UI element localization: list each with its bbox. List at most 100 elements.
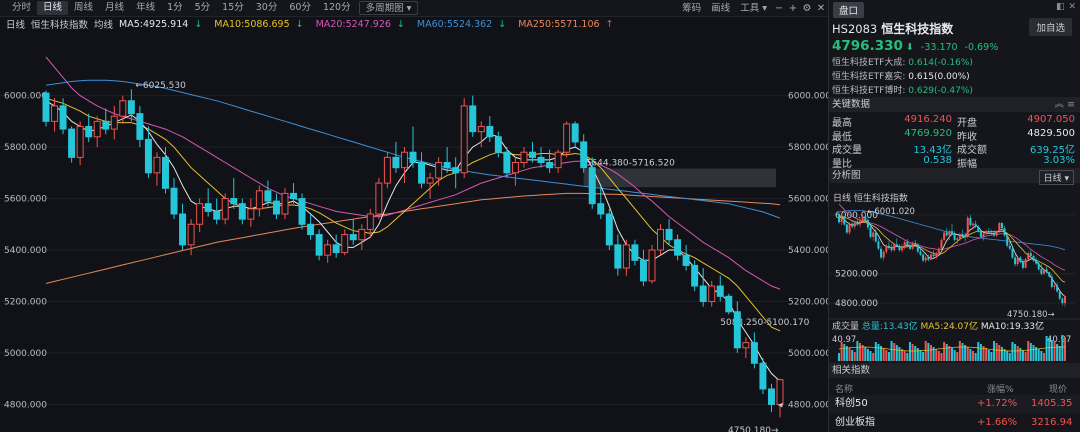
candle[interactable] [42, 90, 50, 127]
candle[interactable] [486, 116, 494, 142]
tab-period-9[interactable]: 60分 [289, 2, 311, 13]
candle[interactable] [511, 157, 519, 186]
candle[interactable] [272, 193, 280, 220]
candle[interactable] [614, 234, 622, 276]
candle[interactable] [469, 95, 477, 137]
candle[interactable] [631, 239, 639, 266]
candle[interactable] [460, 98, 468, 178]
candle[interactable] [119, 95, 127, 124]
candle[interactable] [639, 250, 647, 287]
tab-period-6[interactable]: 5分 [194, 2, 211, 13]
tab-period-1[interactable]: 日线 [37, 1, 69, 15]
candle[interactable] [580, 134, 588, 173]
candle[interactable] [144, 126, 152, 178]
candle[interactable] [554, 149, 562, 173]
candle[interactable] [759, 358, 767, 395]
close-icon[interactable]: ✕ [816, 3, 826, 14]
candle[interactable] [699, 268, 707, 307]
add-watchlist-button[interactable]: 加自选 [1029, 18, 1072, 36]
candle[interactable] [657, 224, 664, 256]
pin-icon[interactable]: ◧ [1055, 2, 1065, 12]
plus-icon[interactable]: + [788, 3, 798, 14]
candle[interactable] [563, 121, 571, 158]
candle[interactable] [622, 239, 630, 276]
collapse-icon[interactable]: ︽ ≡ [1054, 99, 1075, 110]
candle[interactable] [605, 208, 613, 251]
candle[interactable] [102, 108, 110, 135]
candle[interactable] [68, 126, 76, 163]
candle[interactable] [247, 198, 255, 227]
candle[interactable] [349, 219, 357, 245]
candle[interactable] [290, 183, 297, 204]
candle[interactable] [597, 185, 605, 220]
candle[interactable] [179, 203, 187, 251]
etf-row[interactable]: 恒生科技ETF大成: 0.614(-0.16%) [832, 55, 973, 68]
candle[interactable] [85, 113, 93, 142]
candle[interactable] [571, 121, 579, 148]
related-row[interactable]: 科创50 +1.72% 1405.35 [829, 395, 1080, 413]
candle[interactable] [537, 147, 545, 168]
candle[interactable] [708, 280, 716, 307]
candle[interactable] [443, 147, 451, 173]
etf-row[interactable]: 恒生科技ETF嘉实: 0.615(0.00%) [832, 69, 970, 82]
candle[interactable] [477, 121, 485, 148]
candle[interactable] [452, 157, 460, 189]
candle[interactable] [588, 157, 596, 209]
candle[interactable] [221, 193, 229, 225]
candle[interactable] [213, 198, 221, 225]
ma-mode[interactable]: 均线 [94, 20, 114, 31]
tab-order-book[interactable]: 盘口 [833, 2, 865, 18]
candle[interactable] [648, 244, 656, 284]
tab-period-2[interactable]: 周线 [74, 2, 94, 13]
candle[interactable] [392, 141, 400, 173]
tab-period-10[interactable]: 120分 [322, 2, 351, 13]
candle[interactable] [674, 234, 682, 261]
mini-chart[interactable]: 日线 恒生科技指数 6000.000 5200.000 4800.000 ←6001.0… [829, 186, 1080, 376]
candle[interactable] [264, 180, 272, 207]
candle[interactable] [315, 229, 323, 261]
candle[interactable] [520, 147, 528, 168]
candle[interactable] [750, 332, 758, 369]
candle[interactable] [298, 193, 306, 230]
candle[interactable] [426, 172, 434, 199]
candle[interactable] [665, 219, 673, 245]
candle[interactable] [51, 98, 59, 132]
candle[interactable] [682, 244, 690, 271]
candle[interactable] [324, 239, 332, 263]
candle[interactable] [494, 131, 502, 158]
settings-icon[interactable]: ⚙ [802, 3, 812, 14]
candle[interactable] [691, 260, 699, 292]
chips-button[interactable]: 筹码 [682, 2, 702, 14]
candle[interactable] [204, 188, 212, 217]
draw-line-button[interactable]: 画线 [711, 2, 731, 14]
candle[interactable] [503, 147, 511, 178]
candle[interactable] [366, 208, 374, 238]
candle[interactable] [383, 152, 391, 189]
candle[interactable] [136, 105, 144, 148]
candle[interactable] [742, 337, 750, 359]
candle[interactable] [255, 185, 263, 217]
minus-icon[interactable]: − [774, 3, 784, 14]
candle[interactable] [110, 105, 118, 140]
tab-period-0[interactable]: 分时 [12, 2, 32, 13]
candle[interactable] [546, 149, 554, 173]
period-select[interactable]: 日线 ▾ [1038, 170, 1074, 185]
candle[interactable] [716, 275, 724, 302]
candle[interactable] [435, 157, 443, 186]
close-panel-icon[interactable]: ✕ [1068, 2, 1076, 12]
candle[interactable] [170, 177, 178, 220]
candle[interactable] [76, 121, 84, 166]
tab-period-3[interactable]: 月线 [105, 2, 125, 13]
candle[interactable] [187, 219, 195, 256]
candle[interactable] [529, 141, 536, 163]
candle[interactable] [400, 147, 408, 184]
candle[interactable] [725, 293, 733, 315]
candle[interactable] [238, 198, 246, 225]
tab-period-8[interactable]: 30分 [255, 2, 278, 13]
tab-period-7[interactable]: 15分 [222, 2, 244, 13]
tab-period-4[interactable]: 年线 [136, 2, 156, 13]
candle[interactable] [358, 224, 366, 251]
candle[interactable] [776, 378, 784, 418]
candle[interactable] [409, 126, 417, 168]
candle[interactable] [332, 234, 340, 258]
